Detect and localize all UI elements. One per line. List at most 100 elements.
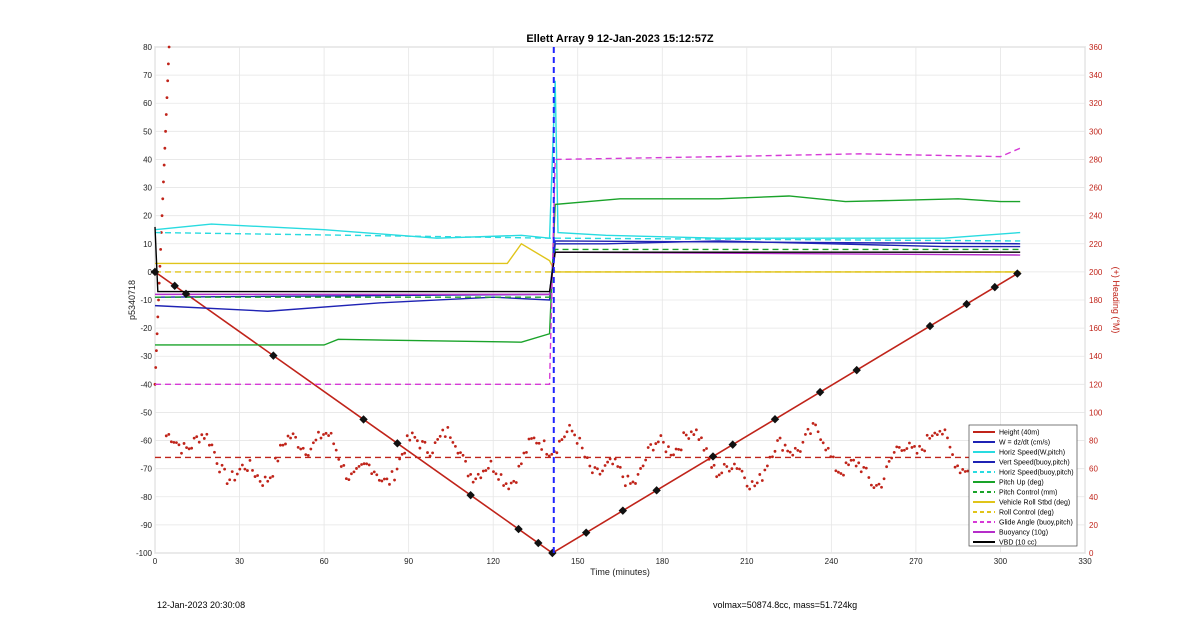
heading-point [426, 451, 429, 454]
heading-point [185, 446, 188, 450]
heading-point [935, 433, 939, 437]
y-tick-label: -40 [140, 380, 152, 389]
heading-point [162, 163, 166, 167]
heading-point [773, 449, 777, 453]
heading-point [484, 469, 488, 472]
heading-point [195, 435, 199, 439]
heading-point [859, 470, 863, 474]
heading-point [317, 430, 320, 434]
heading-point [337, 457, 341, 461]
heading-point [154, 366, 158, 369]
heading-point [849, 458, 853, 462]
heading-point [256, 474, 259, 477]
heading-point [436, 438, 440, 441]
heading-point [829, 455, 833, 458]
heading-point [616, 465, 620, 468]
heading-point [403, 451, 407, 455]
heading-point [885, 465, 888, 469]
heading-point [522, 451, 526, 455]
heading-point [839, 472, 843, 475]
heading-point [869, 483, 873, 487]
height-marker [466, 490, 475, 500]
legend-entry: Horiz Speed(buoy,pitch) [999, 470, 1074, 477]
legend-box [968, 424, 1078, 547]
heading-point [157, 281, 161, 285]
heading-point [276, 459, 280, 463]
y2-tick-label: 180 [1089, 296, 1103, 305]
heading-point [801, 440, 805, 444]
heading-point [621, 475, 625, 479]
heading-point [309, 447, 313, 451]
heading-point [164, 113, 168, 116]
heading-point [712, 463, 716, 467]
heading-point [890, 456, 894, 460]
heading-point [814, 423, 817, 427]
heading-point [233, 478, 237, 482]
y-tick-label: -80 [140, 493, 152, 502]
heading-point [788, 450, 792, 454]
heading-point [187, 447, 191, 451]
heading-point [700, 436, 703, 440]
series-layer [154, 80, 1021, 554]
heading-point [235, 472, 239, 476]
heading-point [166, 62, 170, 66]
heading-point [476, 472, 480, 476]
heading-point [867, 476, 871, 479]
heading-point [662, 440, 665, 444]
heading-point [167, 432, 171, 436]
heading-point [750, 480, 754, 483]
heading-point [639, 467, 642, 470]
series-line-glide-angle-buoy-pitch- [155, 147, 1021, 386]
y2-tick-label: 240 [1089, 212, 1103, 221]
heading-point [928, 436, 932, 440]
heading-point [238, 467, 242, 471]
heading-point [357, 464, 361, 468]
height-marker [1013, 269, 1022, 278]
heading-point [542, 439, 546, 443]
heading-point [880, 485, 883, 489]
heading-point [296, 445, 300, 449]
heading-point [301, 446, 305, 450]
heading-point [395, 467, 399, 471]
heading-point [824, 448, 828, 452]
heading-point [613, 457, 617, 461]
heading-point [596, 467, 599, 471]
y-tick-label: 10 [143, 240, 152, 249]
heading-point [796, 449, 800, 452]
heading-point [441, 428, 445, 432]
heading-point [590, 471, 594, 475]
heading-point [164, 434, 168, 438]
legend-entry: VBD (10 cc) [999, 540, 1037, 547]
heading-point [304, 453, 308, 457]
heading-point [230, 470, 234, 473]
heading-point [725, 465, 729, 468]
heading-point [826, 446, 830, 450]
heading-point [887, 459, 891, 463]
heading-point [715, 475, 719, 479]
heading-point [228, 478, 232, 482]
heading-point [545, 452, 549, 456]
heading-point [408, 438, 412, 442]
heading-point [809, 432, 812, 436]
heading-point [692, 433, 696, 436]
heading-point [821, 441, 825, 445]
y2-tick-label: 120 [1089, 380, 1103, 389]
heading-point [494, 472, 498, 476]
series-line-pitch-up-deg- [155, 195, 1021, 346]
heading-point [525, 451, 528, 454]
heading-point [352, 470, 356, 474]
y-tick-label: -20 [140, 324, 152, 333]
heading-point [362, 462, 366, 466]
heading-point [479, 476, 483, 480]
heading-point [451, 440, 455, 444]
heading-point [415, 439, 419, 443]
heading-point [390, 470, 394, 473]
y2-tick-label: 320 [1089, 99, 1103, 108]
heading-point [509, 481, 513, 485]
heading-point [738, 467, 741, 471]
heading-point [205, 432, 209, 436]
heading-point [251, 469, 254, 472]
heading-point [156, 315, 160, 319]
heading-point [454, 444, 457, 448]
legend-entry: Roll Control (deg) [999, 510, 1054, 517]
